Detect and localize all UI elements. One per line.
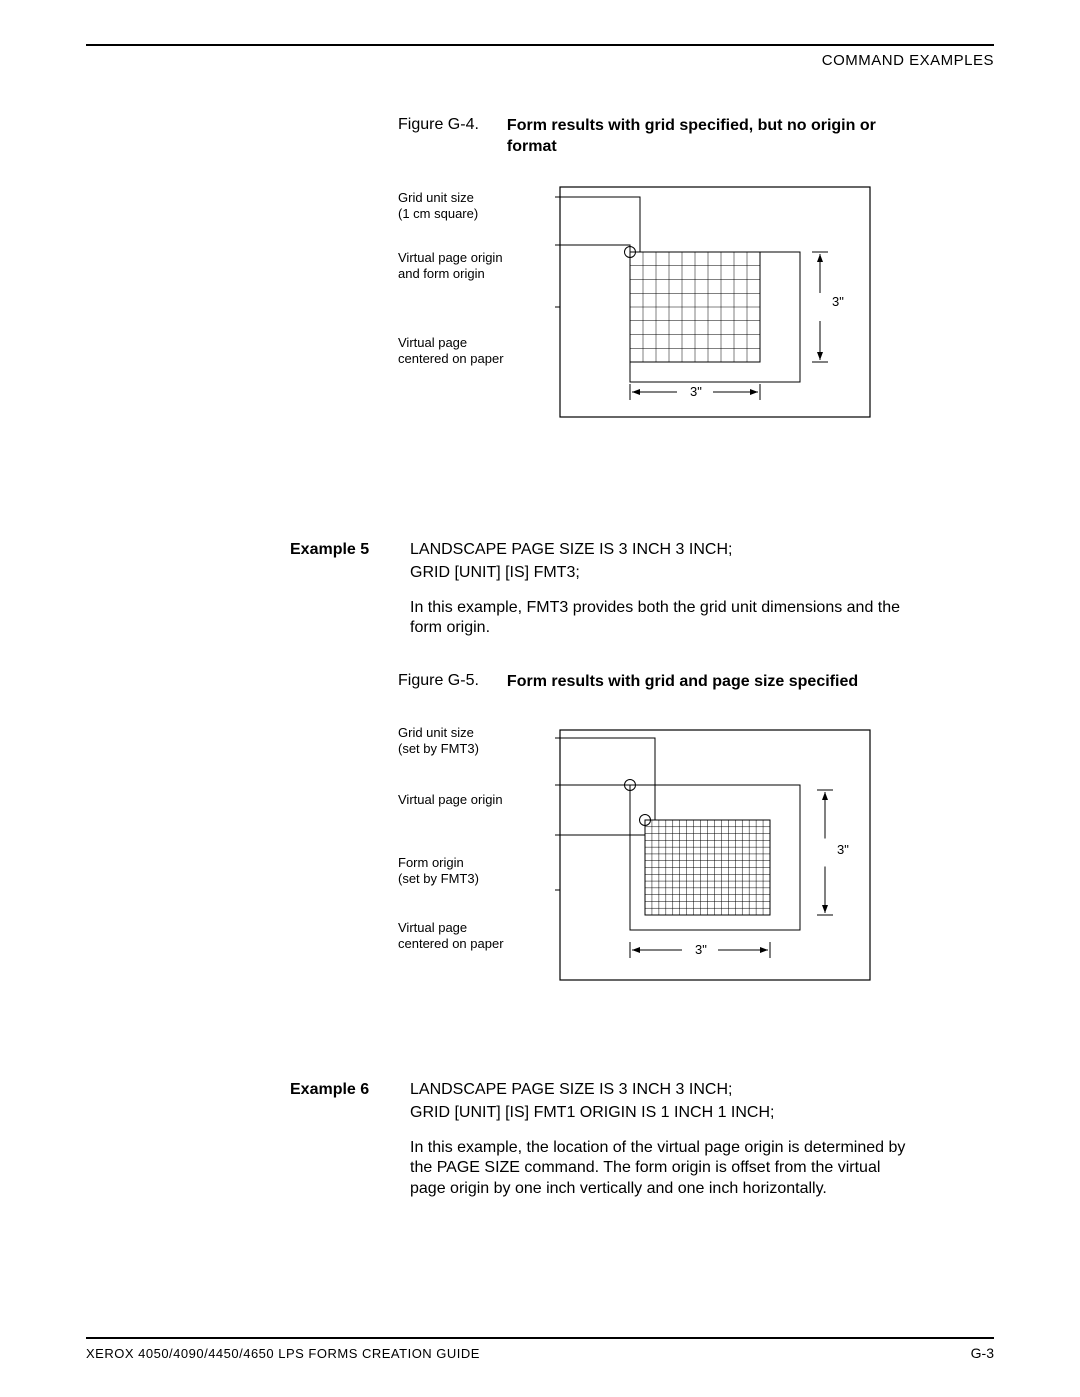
callout2-form-origin: Form origin (set by FMT3) — [398, 855, 479, 888]
example-5-label: Example 5 — [290, 540, 410, 561]
example-6-label: Example 6 — [290, 1080, 410, 1101]
header-section: COMMAND EXAMPLES — [822, 52, 994, 69]
figure-g5-svg: 3" 3" — [555, 725, 875, 985]
footer-left: XEROX 4050/4090/4450/4650 LPS FORMS CREA… — [86, 1346, 480, 1361]
callout-vp-centered: Virtual page centered on paper — [398, 335, 504, 368]
callout2-vp-centered: Virtual page centered on paper — [398, 920, 504, 953]
figure-g4-svg: 3" 3" — [555, 182, 875, 422]
figure-g5-diagram: 3" 3" — [555, 725, 875, 985]
callout2-vp-origin: Virtual page origin — [398, 792, 503, 808]
rule-bottom — [86, 1337, 994, 1339]
figure-title: Form results with grid and page size spe… — [507, 672, 858, 693]
figure-g4-caption: Figure G-4. Form results with grid speci… — [398, 116, 927, 158]
callout-grid-unit: Grid unit size (1 cm square) — [398, 190, 478, 223]
example-6-desc: In this example, the location of the vir… — [410, 1138, 920, 1200]
example-5-code2: GRID [UNIT] [IS] FMT3; — [410, 563, 920, 584]
callout-vp-origin: Virtual page origin and form origin — [398, 250, 503, 283]
example-6: Example 6 LANDSCAPE PAGE SIZE IS 3 INCH … — [290, 1080, 920, 1214]
rule-top — [86, 44, 994, 46]
svg-text:3": 3" — [837, 842, 849, 857]
svg-text:3": 3" — [832, 294, 844, 309]
example-5: Example 5 LANDSCAPE PAGE SIZE IS 3 INCH … — [290, 540, 920, 653]
svg-text:3": 3" — [690, 384, 702, 399]
figure-label: Figure G-5. — [398, 672, 479, 690]
example-5-desc: In this example, FMT3 provides both the … — [410, 598, 920, 640]
example-6-code1: LANDSCAPE PAGE SIZE IS 3 INCH 3 INCH; — [410, 1080, 920, 1101]
footer-right: G-3 — [971, 1345, 994, 1361]
figure-title: Form results with grid specified, but no… — [507, 116, 927, 158]
figure-g5-caption: Figure G-5. Form results with grid and p… — [398, 672, 858, 693]
figure-label: Figure G-4. — [398, 116, 479, 134]
figure-g4-diagram: 3" 3" — [555, 182, 875, 422]
page: COMMAND EXAMPLES Figure G-4. Form result… — [0, 0, 1080, 1397]
svg-text:3": 3" — [695, 942, 707, 957]
example-5-code1: LANDSCAPE PAGE SIZE IS 3 INCH 3 INCH; — [410, 540, 920, 561]
example-6-code2: GRID [UNIT] [IS] FMT1 ORIGIN IS 1 INCH 1… — [410, 1103, 920, 1124]
callout2-grid-unit: Grid unit size (set by FMT3) — [398, 725, 479, 758]
